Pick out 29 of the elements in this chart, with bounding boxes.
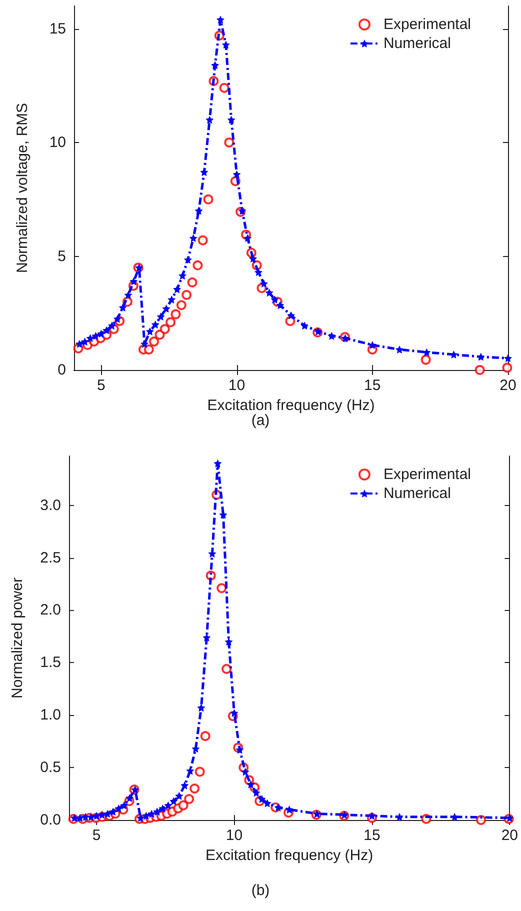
legend-label: Numerical bbox=[383, 485, 451, 502]
x-tick-label: 10 bbox=[226, 827, 243, 844]
y-tick-label: 1.5 bbox=[40, 654, 61, 672]
y-tick-label: 0.0 bbox=[40, 812, 61, 828]
x-tick-label: 15 bbox=[364, 827, 380, 844]
x-tick-label: 5 bbox=[92, 827, 101, 844]
x-tick-label: 20 bbox=[500, 377, 516, 394]
y-tick-label: 1.0 bbox=[40, 706, 61, 724]
legend-label: Numerical bbox=[383, 35, 451, 52]
y-axis-title: Normalized voltage, RMS bbox=[14, 102, 31, 274]
y-tick-label: 0.5 bbox=[40, 759, 61, 776]
x-tick-label: 5 bbox=[96, 377, 106, 394]
x-axis-title: Excitation frequency (Hz) bbox=[207, 396, 375, 414]
y-axis-title: Normalized power bbox=[9, 578, 26, 698]
text: (b) bbox=[251, 882, 270, 899]
x-tick-label: 10 bbox=[228, 377, 246, 394]
y-tick-label: 2.5 bbox=[40, 549, 61, 566]
y-tick-label: 15 bbox=[49, 20, 66, 38]
x-axis-title: Excitation frequency (Hz) bbox=[206, 846, 374, 864]
x-tick-label: 20 bbox=[501, 827, 518, 844]
x-tick-label: 15 bbox=[364, 377, 381, 394]
y-tick-label: 2.0 bbox=[40, 602, 61, 619]
y-tick-label: 10 bbox=[49, 134, 66, 151]
legend-label: Experimental bbox=[383, 466, 472, 483]
y-tick-label: 5 bbox=[58, 248, 66, 265]
y-tick-label: 3.0 bbox=[40, 496, 61, 514]
y-tick-label: 0 bbox=[58, 362, 66, 378]
legend-label: Experimental bbox=[383, 16, 472, 33]
text: (a) bbox=[251, 412, 270, 429]
